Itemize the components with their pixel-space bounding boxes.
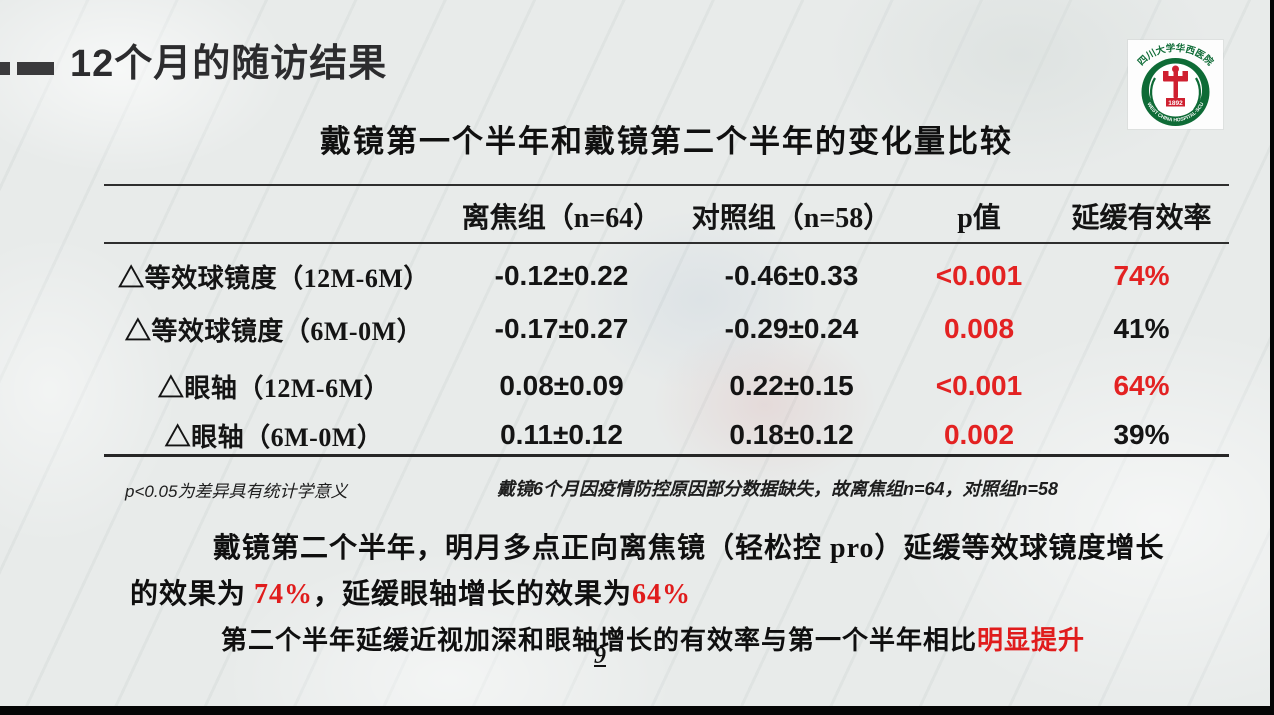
hospital-logo: 四川大学华西医院 1892 WEST CHINA HOSPITAL·SCU bbox=[1128, 40, 1223, 129]
frame-edge-right bbox=[1270, 0, 1274, 715]
summary-value-64: 64% bbox=[632, 579, 692, 610]
row-label: △眼轴（12M-6M） bbox=[157, 373, 391, 403]
control-value: 0.22±0.15 bbox=[729, 370, 854, 401]
p-value: <0.001 bbox=[935, 370, 1023, 401]
title-dash-right bbox=[17, 62, 54, 75]
efficacy-value: 74% bbox=[1113, 260, 1170, 291]
table-row: △眼轴（12M-6M） 0.08±0.09 0.22±0.15 <0.001 6… bbox=[104, 365, 1229, 407]
table-rule-header bbox=[104, 242, 1229, 244]
svg-text:1892: 1892 bbox=[1168, 100, 1183, 107]
summary-line2-middle: ，延缓眼轴增长的效果为 bbox=[313, 579, 633, 610]
row-label: △眼轴（6M-0M） bbox=[164, 422, 384, 452]
table-header-row: 离焦组（n=64） 对照组（n=58） p值 延缓有效率 bbox=[104, 193, 1229, 239]
efficacy-value: 39% bbox=[1113, 419, 1170, 450]
p-value: <0.001 bbox=[935, 260, 1023, 291]
footnote-significance: p<0.05为差异具有统计学意义 bbox=[125, 482, 348, 501]
row-label: △等效球镜度（6M-0M） bbox=[124, 316, 424, 346]
control-value: 0.18±0.12 bbox=[729, 419, 854, 450]
header-efficacy: 延缓有效率 bbox=[1071, 203, 1212, 234]
hospital-logo-emblem-icon: 四川大学华西医院 1892 WEST CHINA HOSPITAL·SCU bbox=[1128, 40, 1223, 129]
summary-line-2: 的效果为 74%，延缓眼轴增长的效果为64% bbox=[130, 572, 691, 612]
control-value: -0.46±0.33 bbox=[724, 260, 859, 291]
efficacy-value: 64% bbox=[1113, 370, 1170, 401]
p-value: 0.008 bbox=[943, 313, 1015, 344]
table-row: △等效球镜度（12M-6M） -0.12±0.22 -0.46±0.33 <0.… bbox=[104, 254, 1229, 298]
table-rule-bottom bbox=[104, 454, 1229, 457]
header-defocus-group: 离焦组（n=64） bbox=[461, 203, 662, 234]
page-number: 9 bbox=[594, 643, 606, 669]
defocus-value: 0.08±0.09 bbox=[499, 370, 624, 401]
control-value: -0.29±0.24 bbox=[724, 313, 859, 344]
summary-line3-prefix: 第二个半年延缓近视加深和眼轴增长的有效率与第一个半年相比 bbox=[221, 626, 978, 655]
summary-line-1: 戴镜第二个半年，明月多点正向离焦镜（轻松控 pro）延缓等效球镜度增长 bbox=[213, 533, 1165, 564]
summary-value-74: 74% bbox=[254, 579, 314, 610]
table-row: △等效球镜度（6M-0M） -0.17±0.27 -0.29±0.24 0.00… bbox=[104, 307, 1229, 351]
frame-edge-bottom bbox=[0, 706, 1274, 715]
summary-line2-prefix: 的效果为 bbox=[130, 579, 255, 610]
footnote-missing-data: 戴镜6个月因疫情防控原因部分数据缺失，故离焦组n=64，对照组n=58 bbox=[497, 479, 1059, 499]
page-title: 12个月的随访结果 bbox=[70, 43, 388, 85]
title-dash-left bbox=[0, 62, 10, 75]
table-row: △眼轴（6M-0M） 0.11±0.12 0.18±0.12 0.002 39% bbox=[104, 416, 1229, 454]
defocus-value: 0.11±0.12 bbox=[500, 419, 623, 450]
table-title: 戴镜第一个半年和戴镜第二个半年的变化量比较 bbox=[320, 124, 1013, 159]
header-control-group: 对照组（n=58） bbox=[691, 203, 892, 234]
defocus-value: -0.17±0.27 bbox=[494, 313, 629, 344]
defocus-value: -0.12±0.22 bbox=[494, 260, 629, 291]
summary-highlight: 明显提升 bbox=[977, 626, 1086, 655]
summary-line-3: 第二个半年延缓近视加深和眼轴增长的有效率与第一个半年相比明显提升 bbox=[221, 620, 1085, 657]
table-rule-top bbox=[104, 184, 1229, 186]
row-label: △等效球镜度（12M-6M） bbox=[118, 263, 430, 293]
p-value: 0.002 bbox=[943, 419, 1015, 450]
efficacy-value: 41% bbox=[1113, 313, 1170, 344]
header-p-value: p值 bbox=[957, 203, 1001, 234]
